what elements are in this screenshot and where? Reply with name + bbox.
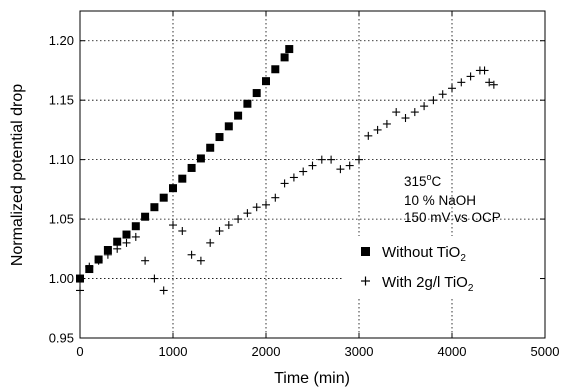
- data-point-plus: [485, 78, 494, 87]
- data-point-square: [103, 246, 112, 255]
- data-point-plus: [280, 179, 289, 188]
- data-point-plus: [299, 167, 308, 176]
- data-point-square: [243, 99, 252, 108]
- data-point-plus: [196, 256, 205, 265]
- data-point-plus: [271, 193, 280, 202]
- data-point-plus: [262, 200, 270, 209]
- data-point-square: [113, 237, 122, 246]
- legend-marker-plus-icon: [361, 276, 370, 286]
- x-tick-label: 5000: [531, 344, 560, 359]
- data-point-plus: [457, 78, 466, 87]
- data-point-square: [252, 89, 261, 98]
- x-tick-label: 0: [76, 344, 83, 359]
- data-point-plus: [243, 209, 252, 218]
- data-point-plus: [224, 221, 233, 230]
- data-point-plus: [438, 90, 447, 99]
- data-point-plus: [187, 250, 196, 259]
- y-tick-label: 1.10: [49, 152, 74, 167]
- data-point-square: [150, 203, 159, 212]
- y-axis-title: Normalized potential drop: [9, 84, 26, 266]
- annotation-naoh: 10 % NaOH: [404, 193, 476, 208]
- data-point-plus: [206, 238, 215, 247]
- data-point-plus: [480, 66, 489, 75]
- data-series: [76, 45, 498, 295]
- legend-label-without-tio2: Without TiO2: [382, 244, 466, 264]
- data-point-plus: [150, 274, 159, 283]
- data-point-square: [141, 212, 150, 221]
- data-point-plus: [113, 244, 122, 253]
- data-point-plus: [466, 72, 475, 81]
- y-tick-label: 0.95: [49, 331, 74, 346]
- data-point-plus: [131, 232, 140, 241]
- legend-marker-square-icon: [361, 247, 370, 256]
- annotation-temperature-degree: o: [427, 172, 432, 182]
- data-point-square: [280, 53, 289, 62]
- data-point-plus: [178, 226, 187, 235]
- data-point-square: [196, 154, 205, 163]
- annotation-temperature-unit: C: [432, 174, 442, 189]
- data-point-plus: [373, 125, 382, 134]
- x-tick-label: 1000: [159, 344, 188, 359]
- x-tick-label: 4000: [438, 344, 467, 359]
- data-point-plus: [382, 119, 391, 128]
- data-point-square: [215, 133, 224, 142]
- annotation-potential: 150 mV vs OCP: [404, 210, 501, 225]
- y-tick-label: 1.05: [49, 212, 74, 227]
- data-point-square: [224, 122, 233, 131]
- data-point-plus: [317, 155, 326, 164]
- data-point-plus: [308, 161, 317, 170]
- data-point-square: [131, 222, 140, 231]
- data-point-plus: [336, 165, 345, 174]
- data-point-plus: [234, 215, 243, 224]
- data-point-plus: [289, 173, 298, 182]
- data-point-square: [178, 174, 187, 183]
- series-without-tio2: [76, 45, 294, 283]
- data-point-plus: [169, 221, 177, 230]
- x-tick-label: 2000: [252, 344, 281, 359]
- data-point-square: [285, 45, 294, 54]
- legend-background: [344, 236, 540, 298]
- data-point-plus: [355, 155, 363, 164]
- data-point-square: [262, 77, 270, 86]
- data-point-square: [271, 65, 280, 74]
- data-point-square: [234, 111, 243, 120]
- data-point-square: [169, 184, 177, 193]
- data-point-plus: [159, 286, 168, 295]
- x-tick-label: 3000: [345, 344, 374, 359]
- data-point-plus: [85, 262, 94, 271]
- data-point-square: [206, 143, 215, 152]
- data-point-plus: [401, 114, 410, 123]
- data-point-plus: [420, 102, 429, 111]
- data-point-plus: [429, 96, 438, 105]
- legend: Without TiO2 With 2g/l TiO2: [344, 236, 540, 298]
- data-point-plus: [94, 256, 103, 265]
- data-point-plus: [410, 108, 419, 117]
- conditions-annotation: 315oC 10 % NaOH 150 mV vs OCP: [404, 172, 501, 225]
- data-point-plus: [392, 108, 401, 117]
- data-point-plus: [345, 161, 354, 170]
- data-point-square: [159, 193, 168, 202]
- data-point-plus: [489, 80, 498, 89]
- y-tick-label: 1.15: [49, 93, 74, 108]
- data-point-square: [187, 163, 196, 172]
- data-point-plus: [252, 203, 261, 212]
- data-point-square: [122, 230, 131, 239]
- y-tick-label: 1.20: [49, 33, 74, 48]
- annotation-temperature: 315oC: [404, 172, 442, 189]
- data-point-plus: [122, 238, 131, 247]
- axis-ticks: 0 1000 2000 3000 4000 5000 0.95 1.00 1.05 1.10 1.1…: [49, 11, 560, 359]
- legend-label-with-tio2: With 2g/l TiO2: [382, 274, 474, 294]
- data-point-plus: [448, 84, 456, 93]
- data-point-plus: [327, 155, 336, 164]
- annotation-temperature-value: 315: [404, 174, 427, 189]
- data-point-plus: [103, 250, 112, 259]
- plot-frame: [79, 10, 546, 339]
- y-tick-label: 1.00: [49, 271, 74, 286]
- x-axis-title: Time (min): [274, 370, 350, 387]
- data-point-plus: [364, 131, 373, 140]
- data-point-plus: [141, 256, 150, 265]
- data-point-plus: [215, 226, 224, 235]
